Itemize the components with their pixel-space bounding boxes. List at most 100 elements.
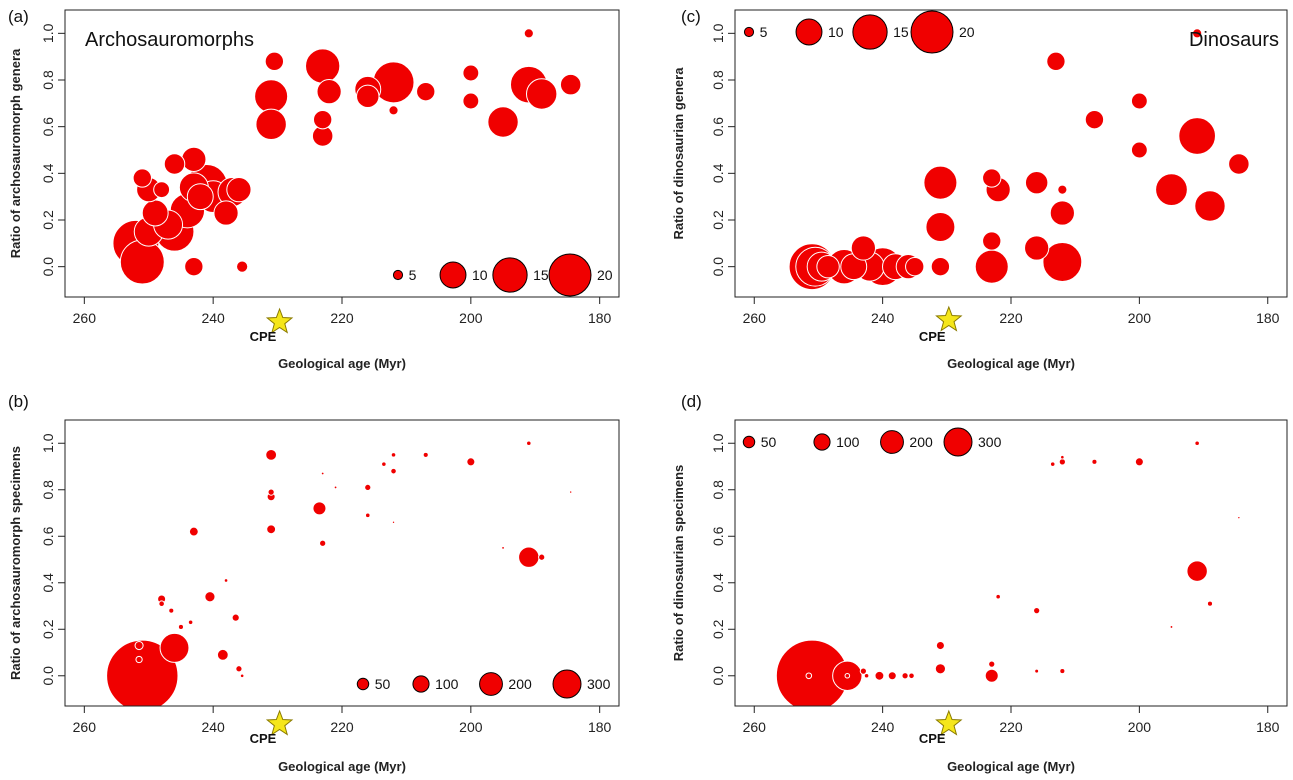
size-legend: 50 100 200 300 xyxy=(356,669,611,699)
x-tick-label: 260 xyxy=(73,310,97,326)
data-bubble xyxy=(974,249,1009,284)
x-tick-label: 220 xyxy=(999,719,1023,735)
x-axis-title: Geological age (Myr) xyxy=(278,356,406,371)
panel-b: (b) 260 240 220 200 180 0.0 0.2 0.4 0.6 0.8 1.0 Rati… xyxy=(8,392,620,774)
data-bubble xyxy=(844,672,851,679)
legend-label: 50 xyxy=(375,676,391,692)
y-tick-label: 0.6 xyxy=(40,117,56,137)
cpe-label: CPE xyxy=(250,731,277,746)
legend-label: 20 xyxy=(959,24,975,40)
data-bubble xyxy=(988,660,996,668)
y-tick-label: 0.0 xyxy=(710,666,726,686)
data-bubble xyxy=(1034,668,1040,674)
y-tick-label: 0.8 xyxy=(40,70,56,90)
cpe-label: CPE xyxy=(919,731,946,746)
legend-label: 15 xyxy=(533,267,549,283)
y-tick-label: 0.6 xyxy=(710,526,726,546)
data-bubble xyxy=(391,520,396,525)
data-bubble xyxy=(266,524,277,535)
y-axis-title: Ratio of dinosaurian genera xyxy=(671,67,686,240)
data-bubble xyxy=(390,452,397,458)
data-bubble xyxy=(364,483,372,492)
data-bubble xyxy=(908,672,915,680)
x-axis-title: Geological age (Myr) xyxy=(278,759,406,774)
data-bubble xyxy=(1169,625,1174,629)
data-bubble xyxy=(1057,184,1068,195)
data-bubble xyxy=(1130,141,1148,159)
data-bubble xyxy=(333,485,338,490)
data-bubble xyxy=(1130,92,1148,110)
data-bubble xyxy=(226,177,252,203)
data-bubble xyxy=(487,106,519,138)
panel-d: (d) 260 240 220 200 180 0.0 0.2 0.4 0.6 0.8 1.0 Rati… xyxy=(671,392,1288,774)
data-bubble xyxy=(526,78,558,110)
data-bubble xyxy=(466,457,476,467)
data-bubble xyxy=(188,526,199,537)
y-tick-label: 0.2 xyxy=(710,619,726,639)
data-bubble xyxy=(526,440,532,447)
legend-label: 100 xyxy=(836,434,860,450)
bubble-layer xyxy=(106,440,573,706)
data-bubble xyxy=(1060,454,1065,460)
data-bubble xyxy=(319,539,327,547)
x-tick-label: 200 xyxy=(1128,310,1152,326)
data-bubble xyxy=(216,648,229,661)
data-bubble xyxy=(1049,200,1075,226)
data-bubble xyxy=(905,257,925,277)
data-bubble xyxy=(134,641,144,651)
x-tick-label: 180 xyxy=(1256,310,1280,326)
data-bubble xyxy=(312,501,327,516)
x-tick-label: 220 xyxy=(999,310,1023,326)
data-bubble xyxy=(159,632,190,663)
data-bubble xyxy=(158,600,165,607)
data-bubble xyxy=(267,488,275,496)
data-bubble xyxy=(388,105,399,116)
data-bubble xyxy=(874,670,885,681)
data-bubble xyxy=(935,641,945,651)
legend-bubble xyxy=(412,675,430,693)
data-bubble xyxy=(132,168,152,188)
data-bubble xyxy=(316,79,342,105)
y-tick-label: 1.0 xyxy=(710,433,726,453)
legend-label: 300 xyxy=(587,676,611,692)
x-tick-label: 240 xyxy=(201,310,225,326)
data-bubble xyxy=(1237,515,1241,520)
x-tick-label: 240 xyxy=(871,310,895,326)
data-bubble xyxy=(187,619,194,626)
data-bubble xyxy=(181,146,207,172)
data-bubble xyxy=(1033,607,1041,615)
data-bubble xyxy=(934,663,947,675)
data-bubble xyxy=(254,79,289,114)
data-bubble xyxy=(1155,173,1188,207)
y-tick-label: 0.4 xyxy=(710,163,726,183)
data-bubble xyxy=(381,461,387,467)
x-tick-label: 180 xyxy=(588,719,612,735)
x-tick-label: 240 xyxy=(201,719,225,735)
data-bubble xyxy=(1178,117,1216,155)
y-tick-label: 0.2 xyxy=(40,619,56,639)
data-bubble xyxy=(364,512,371,519)
data-bubble xyxy=(901,672,909,680)
y-tick-label: 0.0 xyxy=(710,257,726,277)
data-bubble xyxy=(186,183,214,211)
legend-bubble xyxy=(943,427,973,457)
cpe-label: CPE xyxy=(250,329,277,344)
data-bubble xyxy=(462,64,480,82)
data-bubble xyxy=(1059,668,1066,675)
y-tick-label: 0.6 xyxy=(710,117,726,137)
data-bubble xyxy=(1206,600,1214,607)
data-bubble xyxy=(135,655,143,664)
data-bubble xyxy=(163,153,186,175)
data-bubble xyxy=(850,235,876,261)
data-bubble xyxy=(390,467,397,475)
x-tick-label: 220 xyxy=(330,310,354,326)
data-bubble xyxy=(984,668,999,683)
data-bubble xyxy=(1049,461,1056,467)
y-tick-label: 0.2 xyxy=(710,210,726,230)
cpe-star-icon xyxy=(265,307,294,334)
data-bubble xyxy=(559,73,582,96)
data-bubble xyxy=(805,672,813,680)
x-tick-label: 260 xyxy=(743,719,767,735)
panel-label: (b) xyxy=(8,392,29,411)
legend-label: 50 xyxy=(761,434,777,450)
